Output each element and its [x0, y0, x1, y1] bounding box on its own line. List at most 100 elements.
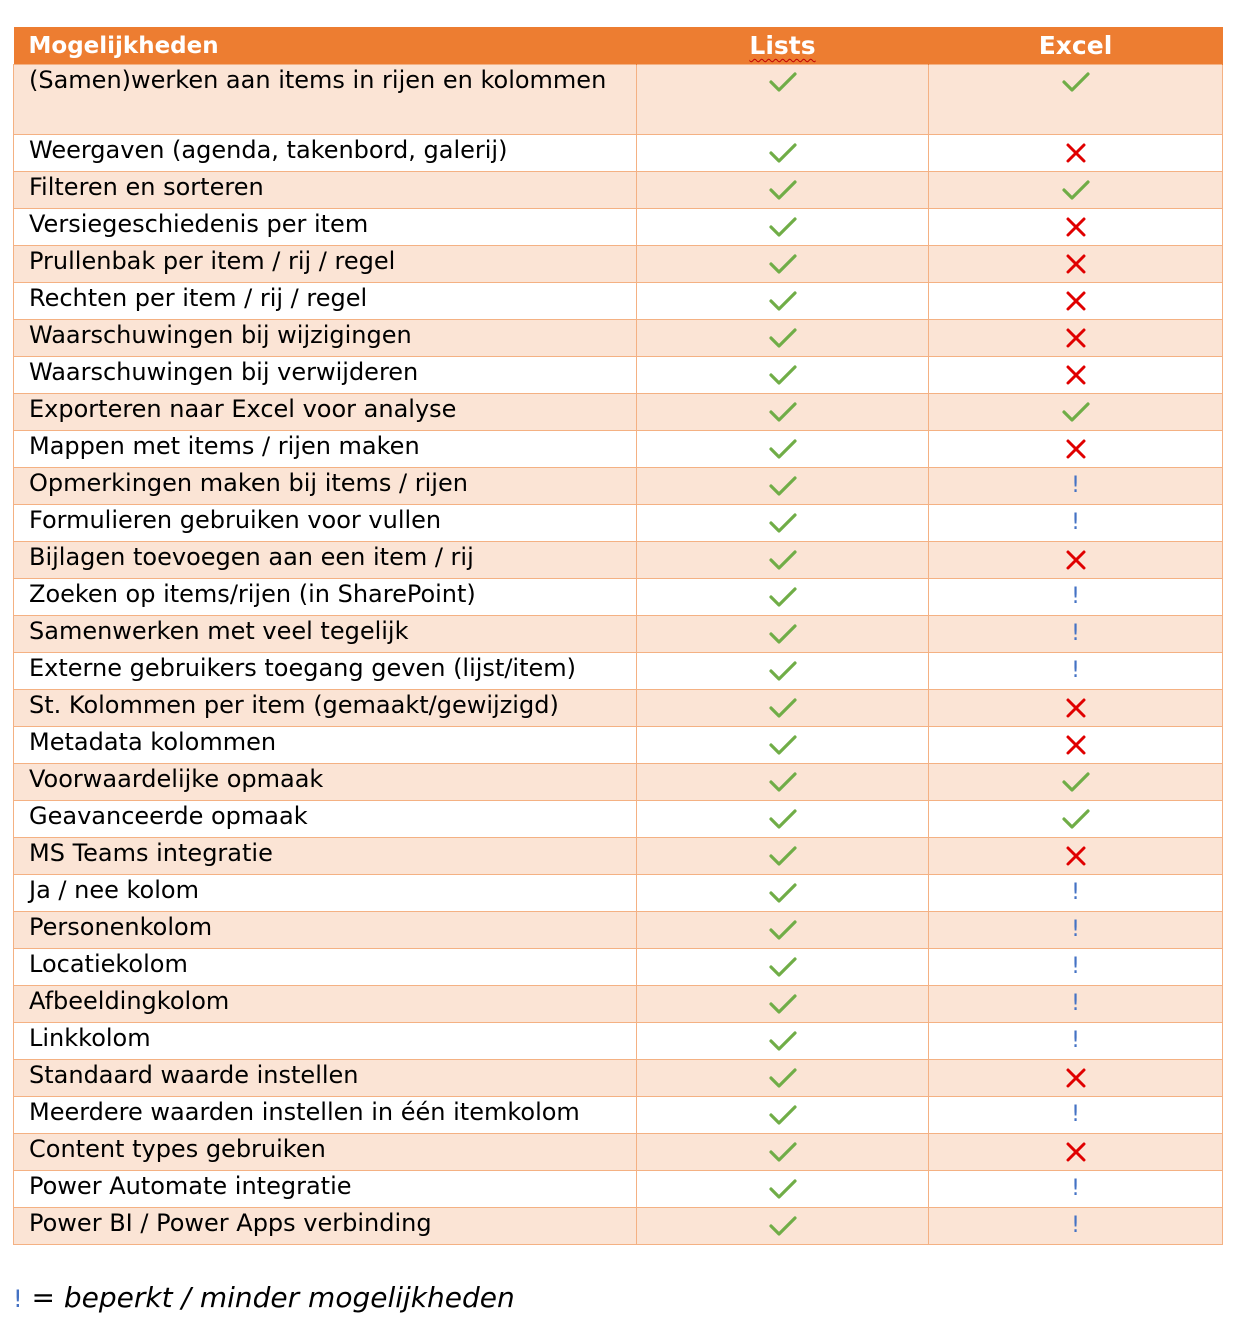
lists-cell [636, 837, 929, 875]
lists-cell [636, 393, 929, 431]
excel-cell [928, 689, 1223, 727]
check-icon [768, 882, 797, 904]
lists-cell [636, 467, 929, 505]
excel-cell [928, 800, 1223, 838]
check-icon [1061, 771, 1090, 793]
excel-cell: ! [928, 504, 1223, 542]
feature-cell: Waarschuwingen bij wijzigingen [13, 319, 637, 357]
table-row: Locatiekolom! [13, 948, 1223, 986]
cross-icon [1065, 549, 1087, 571]
check-icon [1061, 179, 1090, 201]
cross-icon [1065, 1067, 1087, 1089]
check-icon [768, 771, 797, 793]
feature-cell: Personenkolom [13, 911, 637, 949]
cross-icon [1065, 327, 1087, 349]
table-row: Voorwaardelijke opmaak [13, 763, 1223, 801]
header-excel: Excel [928, 27, 1223, 65]
lists-cell [636, 1133, 929, 1171]
table-row: Zoeken op items/rijen (in SharePoint)! [13, 578, 1223, 616]
table-row: Metadata kolommen [13, 726, 1223, 764]
cross-icon [1065, 216, 1087, 238]
excel-cell [928, 726, 1223, 764]
table-row: Geavanceerde opmaak [13, 800, 1223, 838]
check-icon [768, 734, 797, 756]
lists-cell [636, 800, 929, 838]
check-icon [768, 956, 797, 978]
excel-cell [928, 282, 1223, 320]
limited-icon: ! [1071, 954, 1080, 979]
feature-cell: Voorwaardelijke opmaak [13, 763, 637, 801]
lists-cell [636, 578, 929, 616]
cross-icon [1065, 142, 1087, 164]
feature-cell: Samenwerken met veel tegelijk [13, 615, 637, 653]
limited-icon: ! [1071, 880, 1080, 905]
legend-text: = beperkt / minder mogelijkheden [31, 1281, 515, 1314]
table-row: Versiegeschiedenis per item [13, 208, 1223, 246]
table-row: Waarschuwingen bij verwijderen [13, 356, 1223, 394]
check-icon [768, 919, 797, 941]
feature-cell: Prullenbak per item / rij / regel [13, 245, 637, 283]
table-row: Personenkolom! [13, 911, 1223, 949]
check-icon [768, 71, 797, 93]
lists-cell [636, 171, 929, 209]
lists-cell [636, 504, 929, 542]
lists-cell [636, 134, 929, 172]
excel-cell [928, 430, 1223, 468]
lists-cell [636, 689, 929, 727]
comparison-table: Mogelijkheden Lists Excel (Samen)werken … [13, 27, 1223, 1245]
check-icon [768, 216, 797, 238]
limited-icon: ! [1071, 658, 1080, 683]
feature-cell: Geavanceerde opmaak [13, 800, 637, 838]
excel-cell [928, 393, 1223, 431]
table-row: Prullenbak per item / rij / regel [13, 245, 1223, 283]
table-row: Bijlagen toevoegen aan een item / rij [13, 541, 1223, 579]
feature-cell: Power Automate integratie [13, 1170, 637, 1208]
feature-cell: Ja / nee kolom [13, 874, 637, 912]
table-row: Power Automate integratie! [13, 1170, 1223, 1208]
lists-cell [636, 948, 929, 986]
excel-cell [928, 837, 1223, 875]
feature-cell: Weergaven (agenda, takenbord, galerij) [13, 134, 637, 172]
table-body: (Samen)werken aan items in rijen en kolo… [13, 64, 1223, 1245]
table-row: Ja / nee kolom! [13, 874, 1223, 912]
check-icon [768, 1104, 797, 1126]
lists-cell [636, 64, 929, 135]
excel-cell [928, 245, 1223, 283]
check-icon [1061, 401, 1090, 423]
limited-icon: ! [1071, 473, 1080, 498]
lists-cell [636, 1096, 929, 1134]
feature-cell: Rechten per item / rij / regel [13, 282, 637, 320]
header-lists-label: Lists [749, 31, 816, 60]
check-icon [768, 327, 797, 349]
feature-cell: Metadata kolommen [13, 726, 637, 764]
header-feature: Mogelijkheden [13, 27, 637, 65]
lists-cell [636, 245, 929, 283]
lists-cell [636, 652, 929, 690]
lists-cell [636, 615, 929, 653]
cross-icon [1065, 845, 1087, 867]
lists-cell [636, 726, 929, 764]
legend: ! = beperkt / minder mogelijkheden [13, 1280, 515, 1317]
check-icon [768, 993, 797, 1015]
table-row: Filteren en sorteren [13, 171, 1223, 209]
cross-icon [1065, 253, 1087, 275]
lists-cell [636, 319, 929, 357]
table-row: (Samen)werken aan items in rijen en kolo… [13, 64, 1223, 135]
table-row: Exporteren naar Excel voor analyse [13, 393, 1223, 431]
excel-cell: ! [928, 985, 1223, 1023]
feature-cell: Meerdere waarden instellen in één itemko… [13, 1096, 637, 1134]
excel-cell [928, 64, 1223, 135]
header-row: Mogelijkheden Lists Excel [13, 27, 1223, 65]
table-row: Standaard waarde instellen [13, 1059, 1223, 1097]
check-icon [768, 1030, 797, 1052]
excel-cell [928, 541, 1223, 579]
excel-cell: ! [928, 467, 1223, 505]
excel-cell: ! [928, 1022, 1223, 1060]
check-icon [768, 290, 797, 312]
excel-cell: ! [928, 615, 1223, 653]
check-icon [768, 401, 797, 423]
table-row: Rechten per item / rij / regel [13, 282, 1223, 320]
lists-cell [636, 1170, 929, 1208]
feature-cell: Bijlagen toevoegen aan een item / rij [13, 541, 637, 579]
excel-cell [928, 208, 1223, 246]
